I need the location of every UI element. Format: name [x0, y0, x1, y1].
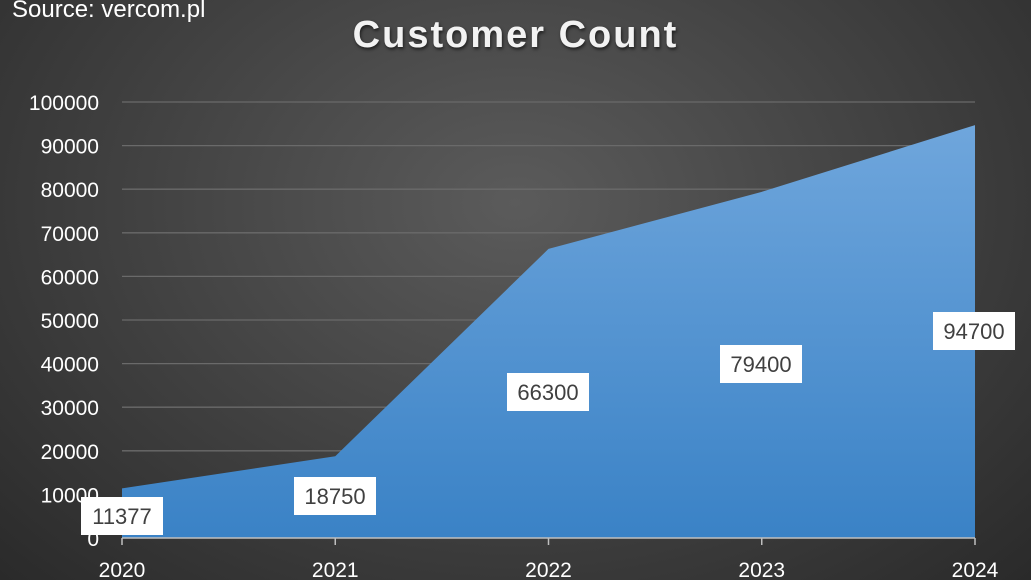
- data-label: 11377: [92, 504, 152, 529]
- data-label-box: [720, 345, 802, 383]
- x-tick-label: 2022: [525, 559, 572, 580]
- y-tick-label: 50000: [41, 310, 99, 333]
- x-tick-label: 2021: [312, 559, 359, 580]
- y-tick-label: 30000: [41, 397, 99, 420]
- y-tick-label: 20000: [41, 441, 99, 464]
- source-label: Source: vercom.pl: [12, 0, 206, 23]
- x-tick-label: 2023: [738, 559, 785, 580]
- data-label-box: [81, 497, 163, 535]
- data-label-box: [294, 477, 376, 515]
- y-tick-label: 100000: [29, 92, 99, 115]
- data-label: 79400: [730, 352, 791, 377]
- y-tick-label: 60000: [41, 266, 99, 289]
- data-label: 94700: [943, 319, 1004, 344]
- data-label-box: [507, 373, 589, 411]
- y-tick-label: 0: [87, 528, 99, 551]
- series-area: [122, 125, 975, 538]
- data-label-box: [933, 312, 1015, 350]
- x-tick-label: 2020: [99, 559, 146, 580]
- y-tick-label: 40000: [41, 354, 99, 377]
- x-tick-label: 2024: [952, 559, 999, 580]
- y-tick-label: 90000: [41, 136, 99, 159]
- chart-title: Customer Count: [352, 14, 679, 56]
- data-label: 66300: [517, 380, 578, 405]
- y-tick-label: 70000: [41, 223, 99, 246]
- data-label: 18750: [304, 484, 365, 509]
- y-tick-label: 80000: [41, 179, 99, 202]
